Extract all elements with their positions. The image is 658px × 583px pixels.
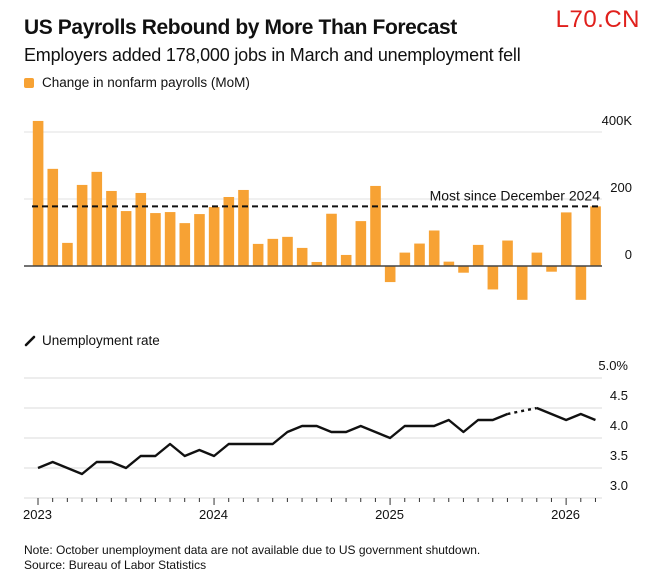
payrolls-legend: Change in nonfarm payrolls (MoM) bbox=[24, 75, 250, 90]
unemployment-series bbox=[37, 406, 596, 476]
payroll-bar bbox=[252, 243, 264, 266]
unemployment-y-tick-label: 4.0 bbox=[610, 418, 628, 433]
payroll-bar bbox=[326, 213, 337, 266]
x-tick-label: 2025 bbox=[375, 507, 404, 522]
payroll-bar bbox=[106, 190, 117, 266]
payroll-bar bbox=[164, 212, 176, 266]
payroll-bar bbox=[208, 207, 220, 266]
payroll-bar bbox=[414, 243, 425, 266]
x-axis: 2023 2024 2025 2026 bbox=[23, 498, 596, 522]
unemployment-y-tick-label: 5.0% bbox=[598, 358, 628, 373]
reference-line-label: Most since December 2024 bbox=[430, 187, 601, 203]
payroll-bar bbox=[76, 184, 88, 266]
payroll-bar bbox=[458, 266, 469, 273]
unemployment-y-tick-label: 3.0 bbox=[610, 478, 628, 493]
payroll-bar bbox=[443, 261, 455, 266]
payrolls-gridlines: 0 200 400K bbox=[24, 113, 632, 262]
payroll-bar bbox=[311, 261, 323, 266]
payroll-bar bbox=[296, 247, 308, 266]
payroll-bar bbox=[267, 238, 279, 266]
payroll-bar bbox=[282, 236, 293, 266]
payrolls-y-tick-label: 0 bbox=[625, 247, 632, 262]
payroll-bar bbox=[223, 196, 235, 266]
chart-subtitle: Employers added 178,000 jobs in March an… bbox=[24, 45, 521, 65]
unemployment-line bbox=[536, 406, 596, 422]
payrolls-bars bbox=[32, 120, 601, 300]
payroll-bar bbox=[472, 244, 484, 266]
unemployment-y-tick-label: 4.5 bbox=[610, 388, 628, 403]
unemployment-legend-label: Unemployment rate bbox=[42, 333, 160, 348]
watermark: L70.CN bbox=[555, 6, 640, 33]
payroll-bar bbox=[150, 213, 161, 266]
payroll-bar bbox=[531, 252, 543, 266]
payroll-bar bbox=[340, 254, 352, 266]
source-text: Source: Bureau of Labor Statistics bbox=[24, 558, 207, 572]
footer-note: Note: October unemployment data are not … bbox=[24, 543, 480, 573]
payroll-bar bbox=[47, 168, 59, 266]
unemployment-gridlines: 3.0 3.5 4.0 4.5 5.0% bbox=[24, 358, 628, 499]
x-tick-label: 2023 bbox=[23, 507, 52, 522]
payroll-bar bbox=[487, 266, 499, 290]
x-tick-label: 2024 bbox=[199, 507, 228, 522]
payroll-bar bbox=[560, 212, 572, 266]
line-swatch-icon bbox=[24, 335, 36, 346]
payroll-bar bbox=[399, 252, 411, 266]
unemployment-missing-segment bbox=[507, 406, 538, 416]
reference-line-group: Most since December 2024 bbox=[32, 187, 601, 208]
payroll-bar bbox=[370, 185, 381, 266]
payroll-bar bbox=[428, 230, 440, 266]
payroll-bar bbox=[355, 221, 367, 266]
payroll-bar bbox=[62, 242, 73, 266]
payrolls-y-tick-label: 200 bbox=[610, 180, 632, 195]
payroll-bar bbox=[179, 223, 191, 266]
payrolls-y-tick-label: 400K bbox=[602, 113, 633, 128]
payroll-bar bbox=[546, 266, 557, 272]
chart-title: US Payrolls Rebound by More Than Forecas… bbox=[24, 16, 457, 39]
bar-swatch-icon bbox=[24, 77, 34, 88]
payroll-bar bbox=[384, 266, 396, 283]
payroll-bar bbox=[238, 189, 249, 266]
payroll-bar bbox=[590, 206, 601, 266]
x-tick-label: 2026 bbox=[551, 507, 580, 522]
payroll-bar bbox=[502, 240, 513, 266]
payroll-bar bbox=[32, 120, 44, 266]
payroll-bar bbox=[91, 171, 103, 266]
note-text: Note: October unemployment data are not … bbox=[24, 543, 481, 557]
unemployment-legend: Unemployment rate bbox=[24, 333, 160, 348]
payroll-bar bbox=[120, 211, 132, 266]
payroll-bar bbox=[575, 266, 587, 300]
payrolls-legend-label: Change in nonfarm payrolls (MoM) bbox=[42, 75, 250, 90]
payroll-bar bbox=[516, 266, 528, 300]
payroll-bar bbox=[135, 192, 147, 266]
payroll-bar bbox=[194, 214, 205, 266]
unemployment-y-tick-label: 3.5 bbox=[610, 448, 628, 463]
